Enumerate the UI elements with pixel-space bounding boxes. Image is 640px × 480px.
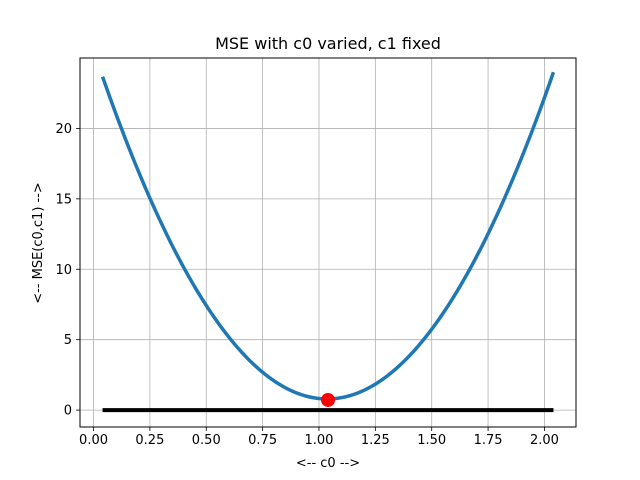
grid xyxy=(80,58,576,427)
x-tick-label: 0.75 xyxy=(248,433,277,448)
plot-area xyxy=(80,58,576,427)
x-axis-label: <-- c0 --> xyxy=(296,456,360,471)
chart-title: MSE with c0 varied, c1 fixed xyxy=(215,34,441,53)
data-series xyxy=(100,71,556,413)
y-tick-label: 10 xyxy=(55,263,72,278)
y-tick-label: 20 xyxy=(55,122,72,137)
x-tick-label: 1.75 xyxy=(474,433,503,448)
x-tick-label: 1.25 xyxy=(361,433,390,448)
x-tick-label: 0.25 xyxy=(135,433,164,448)
y-tick-label: 15 xyxy=(55,192,72,207)
y-tick-label: 5 xyxy=(64,333,72,348)
x-tick-label: 0.50 xyxy=(192,433,221,448)
x-tick-label: 2.00 xyxy=(530,433,559,448)
minimum-point-marker xyxy=(321,392,335,407)
plot-spines xyxy=(79,57,577,428)
x-tick-label: 1.50 xyxy=(417,433,446,448)
x-tick-label: 1.00 xyxy=(305,433,334,448)
y-tick-label: 0 xyxy=(64,404,72,419)
plot-frame xyxy=(79,57,577,428)
axis-ticks: 0.00 0.25 0.50 0.75 1.00 1.25 1.50 1.75 2.00 0 5 10… xyxy=(55,122,558,448)
x-tick-label: 0.00 xyxy=(79,433,108,448)
y-axis-label: <-- MSE(c0,c1) --> xyxy=(31,182,46,304)
